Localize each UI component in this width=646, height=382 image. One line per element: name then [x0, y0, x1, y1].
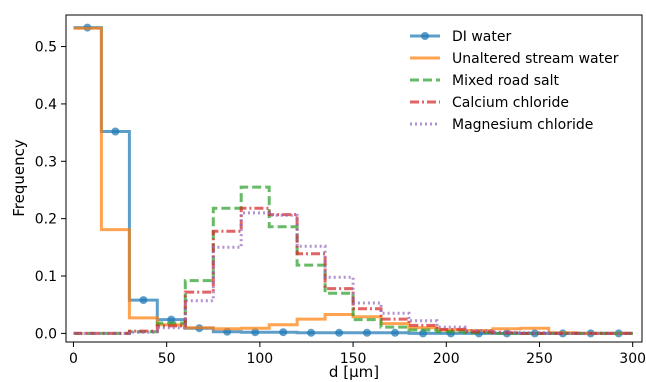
series-3	[73, 206, 633, 335]
x-tick-label: 0	[69, 351, 78, 367]
legend-entry-0: DI water	[410, 29, 511, 45]
x-tick-label: 100	[246, 351, 273, 367]
y-tick-label: 0.1	[35, 269, 57, 285]
plot-frame	[65, 14, 643, 343]
series-line-3	[73, 206, 633, 335]
data-point	[251, 328, 260, 337]
data-point	[391, 328, 399, 337]
data-point	[139, 296, 148, 305]
y-tick-label: 0.4	[35, 97, 57, 113]
series-2	[73, 185, 633, 335]
x-tick-label: 250	[526, 351, 553, 367]
y-tick-label: 0.2	[35, 212, 57, 228]
legend: DI water Unaltered stream water Mixed road…	[410, 29, 619, 133]
y-tick-label: 0.3	[35, 154, 57, 170]
x-tick-label: 300	[619, 351, 646, 367]
legend-entry-3: Calcium chloride	[410, 95, 569, 111]
data-point	[363, 328, 371, 337]
legend-entry-1: Unaltered stream water	[410, 51, 619, 67]
legend-entry-2: Mixed road salt	[410, 73, 559, 89]
legend-entry-4: Magnesium chloride	[410, 117, 593, 133]
x-tick-label: 50	[158, 351, 176, 367]
legend-label: Calcium chloride	[452, 95, 569, 111]
data-point	[335, 328, 344, 337]
legend-label: DI water	[452, 29, 511, 45]
legend-label: Unaltered stream water	[452, 51, 619, 67]
data-point	[307, 328, 316, 337]
data-point	[111, 127, 120, 136]
series-layer	[73, 23, 633, 338]
y-tick-label: 0.5	[35, 40, 57, 56]
legend-label: Mixed road salt	[452, 73, 559, 89]
legend-marker	[421, 32, 429, 40]
data-point	[279, 328, 288, 337]
x-axis-label: d [μm]	[329, 363, 379, 381]
x-tick-label: 150	[340, 351, 367, 367]
ticks-layer: 0 50 100 150 200 250 300 0.0 0.1 0.2 0.3 0.4 0.5	[35, 40, 646, 367]
legend-label: Magnesium chloride	[452, 117, 593, 133]
y-tick-label: 0.0	[35, 326, 57, 342]
series-line-2	[73, 185, 633, 335]
y-axis-label: Frequency	[10, 139, 28, 217]
x-tick-label: 200	[433, 351, 460, 367]
